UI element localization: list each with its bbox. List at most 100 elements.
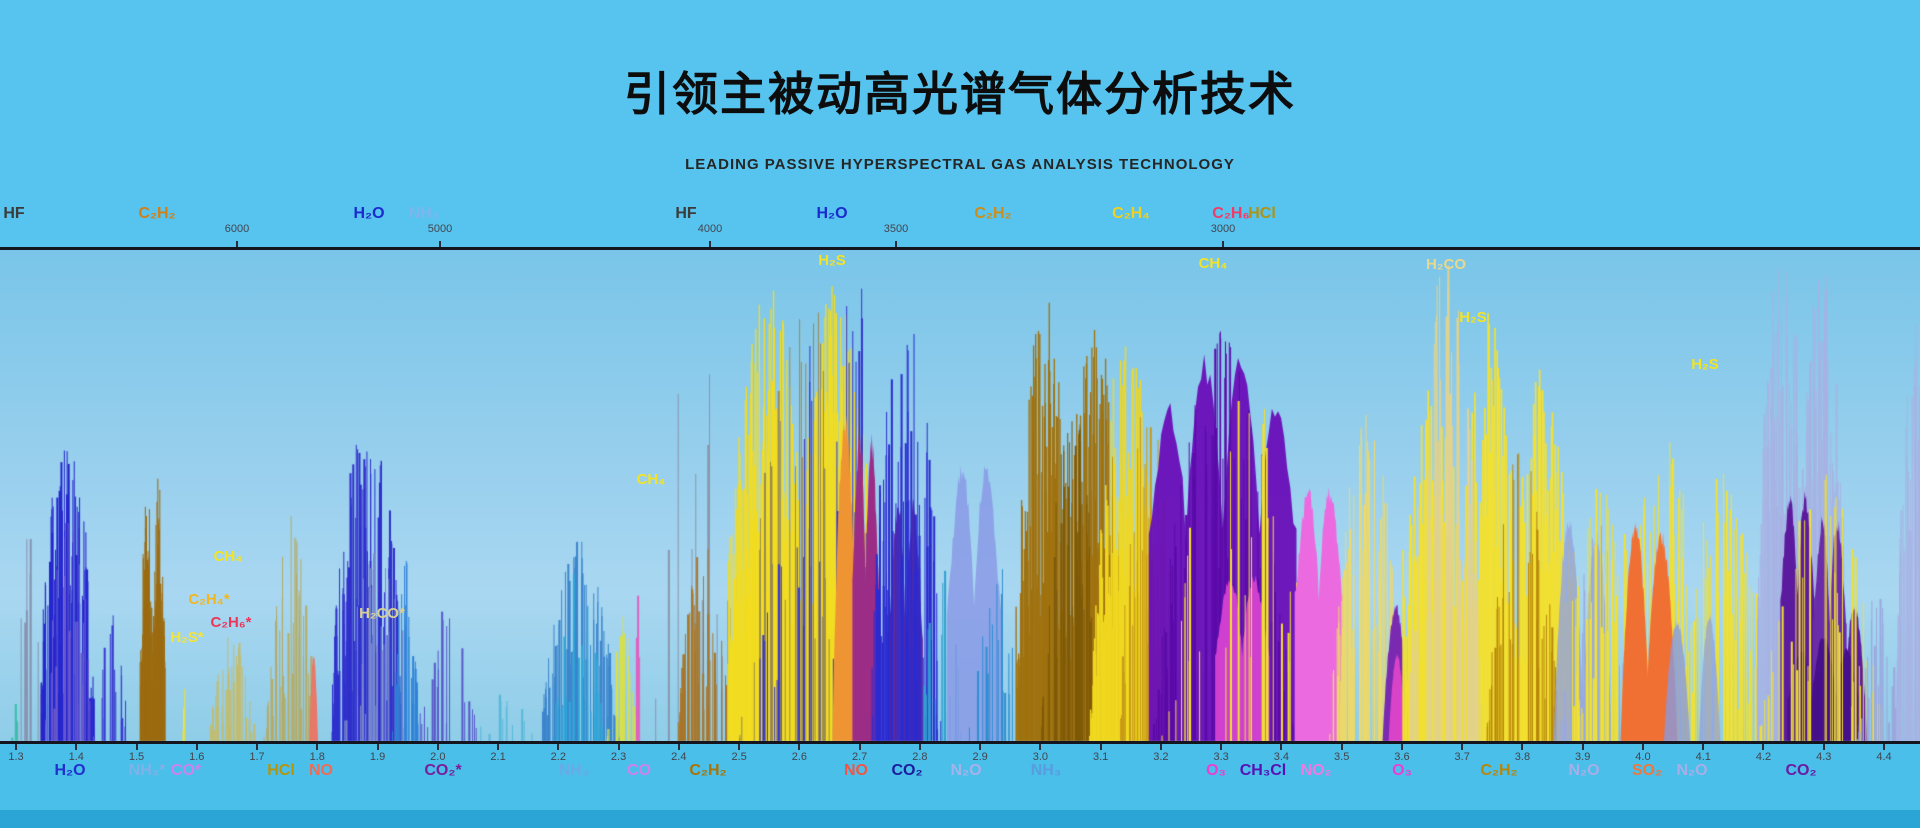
gas-label-overlay: CH₄ [636,471,666,488]
wavelength-tick-label: 3.6 [1394,751,1410,763]
wavelength-tick-label: 1.4 [68,751,84,763]
gas-label-bottom: CO* [170,762,202,779]
gas-label-bottom: NH₃ [558,762,590,779]
wavenumber-tick [236,241,238,247]
wavelength-tick [1099,744,1102,750]
wavelength-tick-label: 2.0 [430,751,446,763]
wavelength-tick-label: 3.0 [1032,751,1049,763]
wavelength-tick-label: 3.2 [1153,751,1169,763]
wavelength-tick-label: 2.2 [550,751,566,763]
wavelength-tick [979,744,982,750]
gas-label-overlay: C₂H₄* [188,591,230,608]
wavelength-axis-line [0,741,1920,744]
wavelength-tick [1340,744,1343,750]
wavelength-tick [1159,744,1162,750]
gas-label-bottom: CO₂ [1785,762,1817,779]
gas-label-bottom: NH₃ [1030,762,1062,779]
wavelength-tick-label: 2.8 [912,751,928,763]
wavelength-tick [1581,744,1584,750]
gas-label-top: C₂H₄ [1112,205,1150,222]
wavelength-tick-label: 3.7 [1454,751,1470,763]
wavelength-tick [1762,744,1765,750]
wavelength-tick [1461,744,1464,750]
wavelength-tick-label: 3.5 [1334,751,1350,763]
gas-label-bottom: NH₃* [128,762,166,779]
gas-label-bottom: SO₂ [1631,762,1663,779]
gas-label-overlay: C₂H₆* [210,614,252,631]
wavelength-tick-label: 1.9 [369,751,386,763]
wavenumber-tick [1222,241,1224,247]
wavenumber-tick-label: 6000 [224,223,250,235]
gas-label-bottom: O₂ [0,763,1,779]
wavelength-tick-label: 3.9 [1575,751,1591,763]
gas-label-bottom: N₂O [950,762,982,779]
gas-label-bottom: CO₂ [891,762,923,779]
wavelength-tick [1641,744,1644,750]
wavelength-tick-label: 1.3 [8,751,24,763]
gas-label-overlay: H₂S* [170,629,204,646]
wavelength-tick-label: 2.9 [972,751,988,763]
gas-label-bottom: CH₃Cl [1239,762,1287,779]
wavelength-tick-label: 2.1 [490,751,506,763]
wavelength-tick [677,744,680,750]
wavelength-tick-label: 4.0 [1635,751,1651,763]
gas-label-overlay: H₂CO* [359,605,405,622]
wavelength-tick-label: 3.3 [1213,751,1229,763]
wavenumber-tick-label: 3000 [1210,223,1236,235]
wavelength-tick-label: 3.1 [1092,751,1109,763]
wavelength-tick [195,744,198,750]
wavelength-tick [15,744,17,750]
gas-label-overlay: H₂S [1691,356,1719,373]
wavelength-tick [1883,744,1885,750]
wavelength-tick-label: 3.8 [1514,751,1531,763]
gas-label-overlay: H₂S [1459,309,1487,326]
wavelength-tick-label: 4.2 [1755,751,1772,763]
wavelength-tick [316,744,319,750]
gas-label-overlay: H₂S [818,252,846,269]
gas-label-bottom: C₂H₂ [689,762,727,779]
wavelength-tick [256,744,259,750]
gas-label-top: C₂H₂ [974,205,1012,222]
wavelength-tick-label: 4.4 [1876,751,1892,763]
wavelength-tick [918,744,921,750]
wavelength-tick [1521,744,1524,750]
wavelength-tick [135,744,138,750]
wavelength-tick [557,744,560,750]
wavelength-tick-label: 1.7 [249,751,265,763]
wavelength-tick-label: 4.1 [1695,751,1711,763]
wavelength-tick [1039,744,1042,750]
wavelength-tick-label: 2.6 [791,751,807,763]
wavelength-tick [1280,744,1283,750]
wavenumber-tick-label: 4000 [697,223,723,235]
gas-label-bottom: CO₂* [424,762,462,779]
wavenumber-axis-line [0,247,1920,250]
wavelength-tick-label: 1.6 [189,751,205,763]
gas-label-bottom: O₃ [1392,762,1412,779]
wavelength-tick-label: 2.7 [851,751,868,763]
wavelength-tick-label: 3.4 [1273,751,1290,763]
wavelength-tick-label: 1.5 [128,751,145,763]
gas-label-bottom: N₂O [1568,762,1600,779]
gas-label-top: HF [3,205,25,222]
gas-label-bottom: O₃ [1206,762,1226,779]
gas-label-bottom: HCl [267,762,295,779]
gas-label-top: C₂H₂ [138,205,176,222]
gas-label-bottom: CO [627,762,651,779]
gas-label-top: C₂H₆ [1212,205,1250,222]
wavelength-tick-label: 1.8 [309,751,325,763]
gas-label-top: HF [675,205,697,222]
wavelength-tick-label: 4.3 [1816,751,1832,763]
gas-label-bottom: NO₂ [1300,762,1332,779]
wavelength-tick [1400,744,1403,750]
wavelength-tick-label: 2.4 [671,751,687,763]
wavelength-tick [858,744,861,750]
gas-label-overlay: CH₄ [213,548,243,565]
page-title: 引领主被动高光谱气体分析技术 [624,68,1296,120]
gas-label-bottom: NO [844,762,868,779]
wavelength-tick [376,744,379,750]
gas-label-bottom: C₂H₂ [1480,762,1518,779]
wavenumber-tick [439,241,441,247]
wavelength-tick [1822,744,1825,750]
